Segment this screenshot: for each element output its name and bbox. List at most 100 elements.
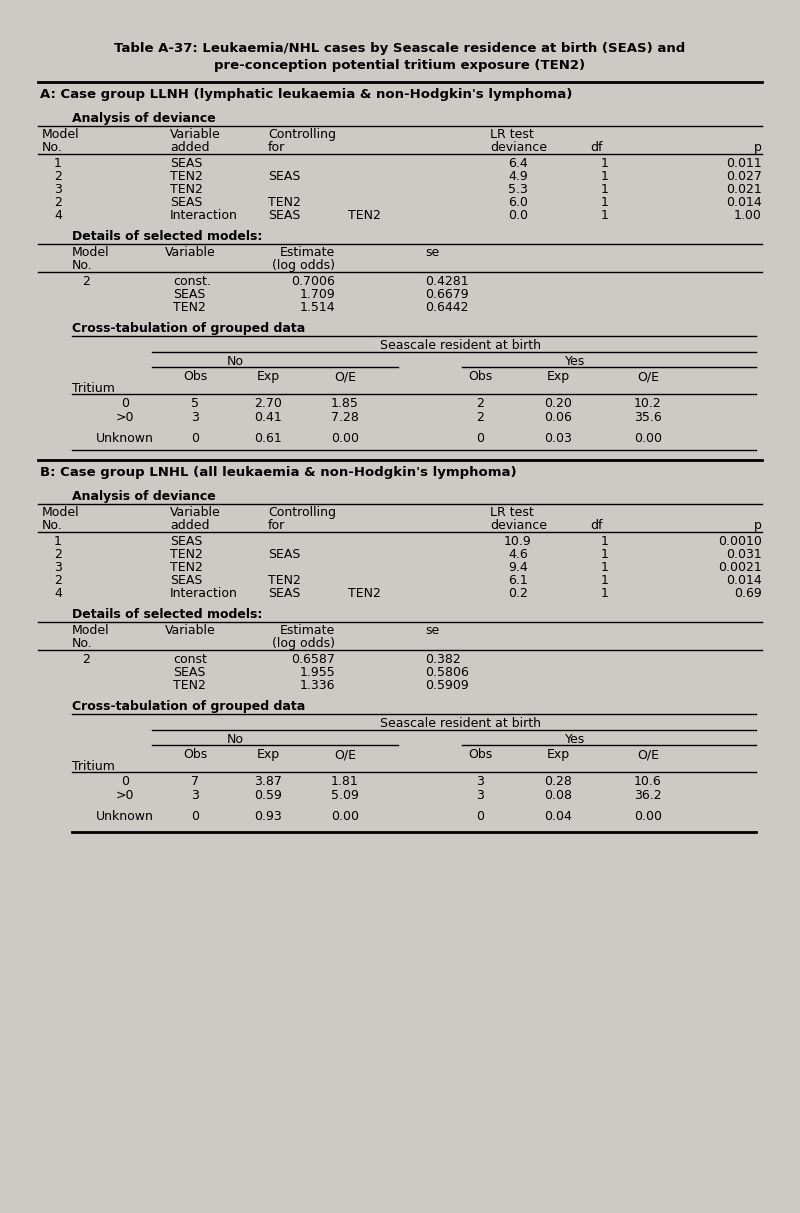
Text: (log odds): (log odds): [272, 637, 335, 650]
Text: 0.41: 0.41: [254, 411, 282, 425]
Text: 0.011: 0.011: [726, 156, 762, 170]
Text: A: Case group LLNH (lymphatic leukaemia & non-Hodgkin's lymphoma): A: Case group LLNH (lymphatic leukaemia …: [40, 89, 572, 101]
Text: pre-conception potential tritium exposure (TEN2): pre-conception potential tritium exposur…: [214, 59, 586, 72]
Text: 1.00: 1.00: [734, 209, 762, 222]
Text: 0.93: 0.93: [254, 810, 282, 822]
Text: SEAS: SEAS: [173, 666, 206, 679]
Text: 1: 1: [601, 156, 609, 170]
Text: Obs: Obs: [183, 748, 207, 761]
Text: Controlling: Controlling: [268, 129, 336, 141]
Text: 4.9: 4.9: [508, 170, 528, 183]
Text: SEAS: SEAS: [170, 574, 202, 587]
Text: deviance: deviance: [490, 141, 547, 154]
Text: 36.2: 36.2: [634, 788, 662, 802]
Text: 1: 1: [601, 197, 609, 209]
Text: (log odds): (log odds): [272, 260, 335, 272]
Text: 4: 4: [54, 587, 62, 600]
Text: 0.00: 0.00: [634, 810, 662, 822]
Text: TEN2: TEN2: [268, 574, 301, 587]
Text: LR test: LR test: [490, 506, 534, 519]
Text: SEAS: SEAS: [268, 209, 300, 222]
Text: Details of selected models:: Details of selected models:: [72, 608, 262, 621]
Text: 2: 2: [54, 170, 62, 183]
Text: 0.0010: 0.0010: [718, 535, 762, 548]
Text: Interaction: Interaction: [170, 209, 238, 222]
Text: 0.00: 0.00: [331, 432, 359, 445]
Text: 1.85: 1.85: [331, 397, 359, 410]
Text: 2: 2: [82, 275, 90, 287]
Text: 1.514: 1.514: [299, 301, 335, 314]
Text: SEAS: SEAS: [268, 587, 300, 600]
Text: 1: 1: [601, 560, 609, 574]
Text: 9.4: 9.4: [508, 560, 528, 574]
Text: df: df: [590, 141, 602, 154]
Text: 1: 1: [601, 209, 609, 222]
Text: Analysis of deviance: Analysis of deviance: [72, 112, 216, 125]
Text: Obs: Obs: [468, 370, 492, 383]
Text: 2: 2: [54, 574, 62, 587]
Text: 3: 3: [191, 788, 199, 802]
Text: df: df: [590, 519, 602, 533]
Text: for: for: [268, 141, 286, 154]
Text: 1.336: 1.336: [299, 679, 335, 691]
Text: Unknown: Unknown: [96, 432, 154, 445]
Text: 10.6: 10.6: [634, 775, 662, 788]
Text: 0.00: 0.00: [634, 432, 662, 445]
Text: 0.6587: 0.6587: [291, 653, 335, 666]
Text: Variable: Variable: [165, 623, 216, 637]
Text: Details of selected models:: Details of selected models:: [72, 230, 262, 243]
Text: O/E: O/E: [637, 748, 659, 761]
Text: >0: >0: [116, 411, 134, 425]
Text: 3.87: 3.87: [254, 775, 282, 788]
Text: 2: 2: [54, 197, 62, 209]
Text: Seascale resident at birth: Seascale resident at birth: [379, 338, 541, 352]
Text: 0.61: 0.61: [254, 432, 282, 445]
Text: TEN2: TEN2: [170, 548, 203, 560]
Text: Model: Model: [72, 246, 110, 260]
Text: 4: 4: [54, 209, 62, 222]
Text: 3: 3: [54, 560, 62, 574]
Text: 0: 0: [121, 775, 129, 788]
Text: 1.709: 1.709: [299, 287, 335, 301]
Text: Analysis of deviance: Analysis of deviance: [72, 490, 216, 503]
Text: 0.6679: 0.6679: [425, 287, 469, 301]
Text: 0: 0: [191, 432, 199, 445]
Text: se: se: [425, 623, 439, 637]
Text: Yes: Yes: [565, 733, 585, 746]
Text: Yes: Yes: [565, 355, 585, 368]
Text: Estimate: Estimate: [280, 623, 335, 637]
Text: 0.382: 0.382: [425, 653, 461, 666]
Text: 0: 0: [121, 397, 129, 410]
Text: Exp: Exp: [546, 748, 570, 761]
Text: 1: 1: [54, 535, 62, 548]
Text: Tritium: Tritium: [72, 382, 115, 395]
Text: 2: 2: [54, 548, 62, 560]
Text: 10.9: 10.9: [504, 535, 532, 548]
Text: SEAS: SEAS: [170, 156, 202, 170]
Text: 1: 1: [601, 574, 609, 587]
Text: No: No: [226, 733, 243, 746]
Text: 1: 1: [601, 587, 609, 600]
Text: 0: 0: [476, 810, 484, 822]
Text: TEN2: TEN2: [170, 560, 203, 574]
Text: TEN2: TEN2: [170, 170, 203, 183]
Text: 1.955: 1.955: [299, 666, 335, 679]
Text: 1: 1: [54, 156, 62, 170]
Text: p: p: [754, 141, 762, 154]
Text: added: added: [170, 141, 210, 154]
Text: 1: 1: [601, 535, 609, 548]
Text: Model: Model: [42, 506, 80, 519]
Text: const: const: [173, 653, 207, 666]
Text: SEAS: SEAS: [268, 548, 300, 560]
Text: 7: 7: [191, 775, 199, 788]
Text: O/E: O/E: [637, 370, 659, 383]
Text: 7.28: 7.28: [331, 411, 359, 425]
Text: TEN2: TEN2: [173, 301, 206, 314]
Text: 1: 1: [601, 170, 609, 183]
Text: 1.81: 1.81: [331, 775, 359, 788]
Text: 0.0021: 0.0021: [718, 560, 762, 574]
Text: Exp: Exp: [546, 370, 570, 383]
Text: 0.6442: 0.6442: [425, 301, 469, 314]
Text: 0.03: 0.03: [544, 432, 572, 445]
Text: 0.06: 0.06: [544, 411, 572, 425]
